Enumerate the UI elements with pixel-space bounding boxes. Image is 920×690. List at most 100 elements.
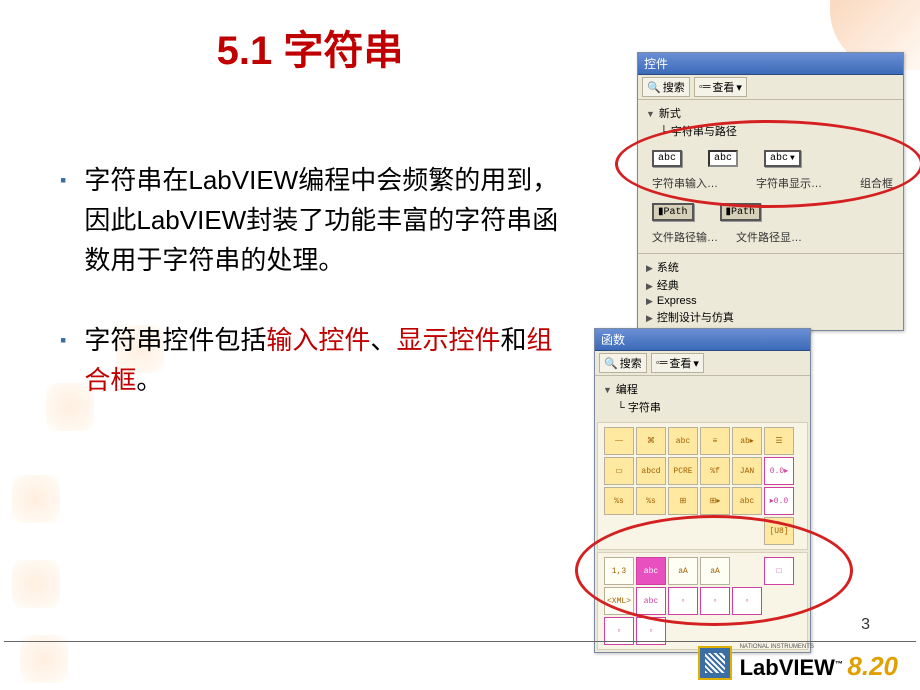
empty-cell [764, 617, 794, 645]
function-icon[interactable]: ⌘ [636, 427, 666, 455]
view-icon: ◦═ [656, 357, 668, 369]
view-icon: ◦═ [699, 81, 711, 93]
view-button[interactable]: ◦═查看▾ [694, 77, 747, 97]
icon-label: 字符串显示… [756, 175, 822, 191]
label-row: 文件路径输… 文件路径显… [638, 227, 903, 251]
icon-row: abc abc abc [638, 144, 903, 173]
logo-version: 8.20 [847, 651, 898, 681]
logo-icon [698, 646, 732, 680]
category-item[interactable]: 经典 [646, 276, 895, 294]
path-input-icon[interactable]: ▮Path [652, 203, 694, 221]
function-icon[interactable]: aA [668, 557, 698, 585]
string-input-icon[interactable]: abc [652, 150, 682, 167]
panel-toolbar: 🔍搜索 ◦═查看▾ [595, 351, 810, 376]
string-display-icon[interactable]: abc [708, 150, 738, 167]
function-icon[interactable]: ☰ [764, 427, 794, 455]
controls-palette[interactable]: 控件 🔍搜索 ◦═查看▾ 新式 └ 字符串与路径 abc abc abc 字符串… [637, 52, 904, 331]
empty-cell [604, 517, 634, 545]
empty empty-cell [668, 617, 698, 645]
function-icon[interactable]: JAN [732, 457, 762, 485]
function-icon[interactable]: abc [668, 427, 698, 455]
function-icon[interactable]: ▫ [604, 617, 634, 645]
slide-title: 5.1 字符串 [0, 18, 620, 76]
logo-company: NATIONAL INSTRUMENTS [740, 643, 898, 651]
magnifier-icon: 🔍 [647, 81, 661, 94]
seal-stamp [12, 560, 60, 608]
function-icon[interactable]: ≡ [700, 427, 730, 455]
dropdown-icon: ▾ [693, 357, 699, 370]
icon-row: ▮Path ▮Path [638, 197, 903, 227]
function-icon[interactable]: %s [604, 487, 634, 515]
function-icon[interactable]: %f [700, 457, 730, 485]
function-grid-top: ⎯⎯ ⌘ abc ≡ ab▸ ☰ ▭ abcd PCRE %f JAN 0.0▸… [597, 422, 808, 550]
dropdown-icon: ▾ [736, 81, 742, 94]
function-icon[interactable]: %s [636, 487, 666, 515]
slide: 5.1 字符串 ▪ 字符串在LabVIEW编程中会频繁的用到，因此LabVIEW… [0, 0, 920, 690]
bullet-item: ▪ 字符串控件包括输入控件、显示控件和组合框。 [60, 320, 560, 400]
empty-cell [700, 517, 730, 545]
function-icon[interactable]: 0.0▸ [764, 457, 794, 485]
function-icon[interactable]: abc [636, 557, 666, 585]
function-icon[interactable]: ⊞ [668, 487, 698, 515]
panel-title: 控件 [638, 53, 903, 75]
empty-cell [732, 617, 762, 645]
divider [638, 253, 903, 254]
function-icon[interactable]: ab▸ [732, 427, 762, 455]
function-icon[interactable]: ⊞▸ [700, 487, 730, 515]
function-icon[interactable]: ▭ [604, 457, 634, 485]
function-icon[interactable]: abcd [636, 457, 666, 485]
functions-palette[interactable]: 函数 🔍搜索 ◦═查看▾ 编程 └ 字符串 ⎯⎯ ⌘ abc ≡ ab▸ ☰ ▭… [594, 328, 811, 653]
tree-subitem[interactable]: └ 字符串 [617, 398, 802, 416]
label-row: 字符串输入… 字符串显示… 组合框 [638, 173, 903, 197]
bullet-text: 字符串控件包括输入控件、显示控件和组合框。 [84, 320, 560, 400]
function-icon[interactable]: aA [700, 557, 730, 585]
icon-label: 文件路径输… [652, 229, 718, 245]
bullet-marker: ▪ [60, 164, 66, 196]
title-text: 字符串 [283, 29, 403, 73]
path-display-icon[interactable]: ▮Path [720, 203, 762, 221]
seal-stamp [12, 475, 60, 523]
empty-cell [700, 617, 730, 645]
view-button[interactable]: ◦═查看▾ [651, 353, 704, 373]
category-item[interactable]: 系统 [646, 258, 895, 276]
search-button[interactable]: 🔍搜索 [599, 353, 647, 373]
title-number: 5.1 [217, 29, 273, 73]
content-area: ▪ 字符串在LabVIEW编程中会频繁的用到，因此LabVIEW封装了功能丰富的… [60, 160, 560, 440]
empty-cell [732, 517, 762, 545]
bullet-text: 字符串在LabVIEW编程中会频繁的用到，因此LabVIEW封装了功能丰富的字符… [84, 160, 560, 280]
function-icon[interactable]: ▸0.0 [764, 487, 794, 515]
empty-cell [764, 587, 794, 615]
function-icon[interactable]: abc [732, 487, 762, 515]
empty-cell [636, 517, 666, 545]
tree-item[interactable]: 新式 [646, 104, 895, 122]
categories: 系统 经典 Express 控制设计与仿真 [638, 256, 903, 330]
function-icon[interactable]: ▫ [700, 587, 730, 615]
search-button[interactable]: 🔍搜索 [642, 77, 690, 97]
icon-label: 文件路径显… [736, 229, 802, 245]
page-number: 3 [861, 616, 870, 634]
function-icon[interactable]: □ [764, 557, 794, 585]
function-icon[interactable]: [U8] [764, 517, 794, 545]
tree-item[interactable]: 编程 [603, 380, 802, 398]
panel-title: 函数 [595, 329, 810, 351]
function-icon[interactable]: PCRE [668, 457, 698, 485]
function-icon[interactable]: 1,3 [604, 557, 634, 585]
logo-name: LabVIEW™ [740, 655, 843, 680]
magnifier-icon: 🔍 [604, 357, 618, 370]
function-icon[interactable]: abc [636, 587, 666, 615]
function-icon[interactable]: ▫ [636, 617, 666, 645]
function-icon[interactable]: ▫ [732, 587, 762, 615]
labview-logo: NATIONAL INSTRUMENTS LabVIEW™ 8.20 [698, 643, 898, 682]
bullet-item: ▪ 字符串在LabVIEW编程中会频繁的用到，因此LabVIEW封装了功能丰富的… [60, 160, 560, 280]
combobox-icon[interactable]: abc [764, 150, 801, 167]
function-icon[interactable]: <XML> [604, 587, 634, 615]
tree-subitem[interactable]: └ 字符串与路径 [660, 122, 895, 140]
category-item[interactable]: Express [646, 294, 895, 308]
function-icon[interactable]: ▫ [668, 587, 698, 615]
empty-cell [668, 517, 698, 545]
function-grid-bottom: 1,3 abc aA aA □ <XML> abc ▫ ▫ ▫ ▫ ▫ [597, 552, 808, 650]
palette-tree: 新式 └ 字符串与路径 [638, 100, 903, 144]
bullet-marker: ▪ [60, 324, 66, 356]
function-icon[interactable]: ⎯⎯ [604, 427, 634, 455]
category-item[interactable]: 控制设计与仿真 [646, 308, 895, 326]
